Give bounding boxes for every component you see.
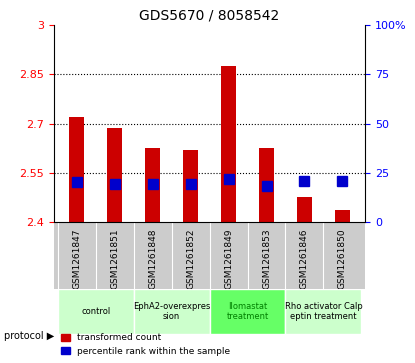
Bar xyxy=(107,129,122,222)
Text: control: control xyxy=(81,307,110,316)
Bar xyxy=(297,197,312,222)
FancyBboxPatch shape xyxy=(58,289,134,334)
FancyBboxPatch shape xyxy=(286,289,361,334)
Text: GSM1261846: GSM1261846 xyxy=(300,228,309,289)
Text: GSM1261853: GSM1261853 xyxy=(262,228,271,289)
Text: GSM1261848: GSM1261848 xyxy=(148,228,157,289)
Text: GSM1261849: GSM1261849 xyxy=(224,228,233,289)
Text: Rho activator Calp
eptin treatment: Rho activator Calp eptin treatment xyxy=(285,302,362,321)
Text: GSM1261851: GSM1261851 xyxy=(110,228,119,289)
Bar xyxy=(335,210,350,222)
Title: GDS5670 / 8058542: GDS5670 / 8058542 xyxy=(139,9,280,23)
Text: protocol ▶: protocol ▶ xyxy=(4,331,54,341)
Text: Ilomastat
treatment: Ilomastat treatment xyxy=(227,302,269,321)
Bar xyxy=(69,117,84,222)
Text: GSM1261852: GSM1261852 xyxy=(186,228,195,289)
Legend: transformed count, percentile rank within the sample: transformed count, percentile rank withi… xyxy=(59,331,233,359)
Text: GSM1261850: GSM1261850 xyxy=(338,228,347,289)
Bar xyxy=(183,150,198,222)
Text: EphA2-overexpres
sion: EphA2-overexpres sion xyxy=(133,302,210,321)
Bar xyxy=(145,148,160,222)
Bar xyxy=(259,148,274,222)
Text: GSM1261847: GSM1261847 xyxy=(72,228,81,289)
Bar xyxy=(221,66,236,222)
FancyBboxPatch shape xyxy=(134,289,210,334)
FancyBboxPatch shape xyxy=(210,289,286,334)
